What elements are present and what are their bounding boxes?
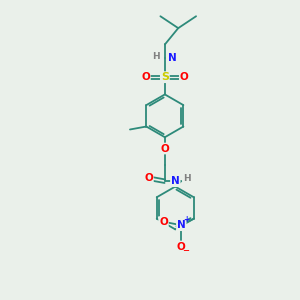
Text: −: − <box>182 246 189 255</box>
Text: O: O <box>177 242 186 252</box>
Text: +: + <box>184 215 190 224</box>
Text: O: O <box>141 72 150 82</box>
Text: H: H <box>184 174 191 183</box>
Text: N: N <box>171 176 180 186</box>
Text: H: H <box>152 52 160 61</box>
Text: O: O <box>144 173 153 183</box>
Text: N: N <box>177 220 186 230</box>
Text: O: O <box>160 143 169 154</box>
Text: O: O <box>159 217 168 227</box>
Text: O: O <box>180 72 189 82</box>
Text: S: S <box>161 72 169 82</box>
Text: N: N <box>168 53 177 63</box>
